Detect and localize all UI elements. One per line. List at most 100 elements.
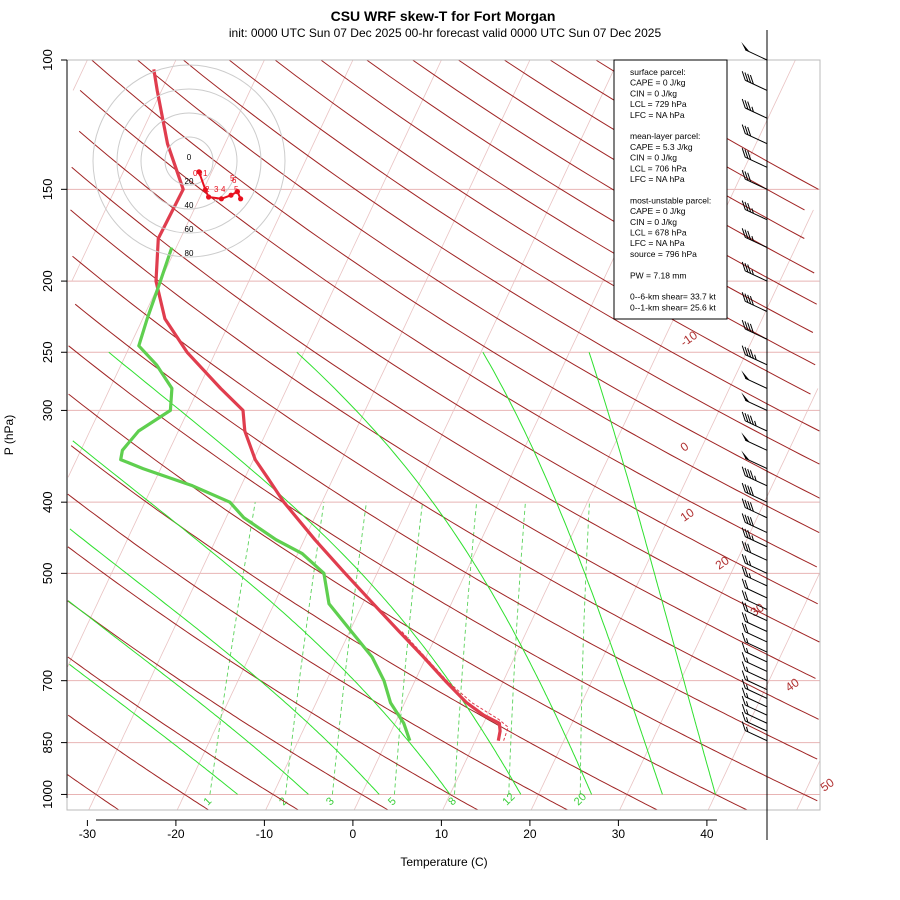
wind-barb-half	[748, 573, 752, 579]
wind-barb-full	[741, 578, 746, 588]
wind-barb-staff	[745, 133, 768, 145]
info-line: LCL = 706 hPa	[630, 163, 687, 173]
info-line: most-unstable parcel:	[630, 195, 711, 205]
moist-adiabat-lines	[67, 351, 716, 795]
wind-barb-half	[745, 709, 749, 715]
wind-barb-staff	[745, 49, 768, 61]
wind-barb-half	[745, 666, 749, 672]
wind-barb-full	[747, 322, 752, 332]
hodograph-ring-label: 0	[187, 153, 192, 162]
wind-barb-flag	[741, 370, 750, 381]
mixing-ratio-line	[579, 502, 590, 795]
wind-barb-full	[741, 498, 746, 508]
wind-barb-half	[751, 235, 754, 242]
isotherm-line	[353, 59, 708, 811]
wind-barb-full	[741, 292, 746, 302]
mixing-ratio-line	[285, 502, 325, 795]
wind-barb-staff	[745, 236, 768, 248]
y-tick-label: 200	[40, 270, 55, 292]
hodograph-ring-label: 80	[185, 249, 194, 258]
wind-barb-staff	[745, 328, 768, 340]
wind-barb-half	[745, 657, 749, 663]
sounding-profiles	[119, 69, 509, 742]
isotherm-line	[72, 59, 88, 91]
wind-barb-full	[747, 264, 752, 274]
wind-barb-full	[741, 482, 746, 493]
wind-barb-staff	[745, 377, 768, 389]
isotherm-line	[619, 388, 819, 811]
hodograph-point-label: 0	[193, 169, 198, 178]
mixing-ratio-line	[209, 502, 256, 795]
wind-barb-half	[751, 106, 754, 112]
wind-barb-half	[745, 638, 749, 644]
dry-adiabat	[67, 546, 479, 811]
info-box-border	[613, 59, 728, 320]
y-tick-label: 1000	[40, 780, 55, 809]
wind-barb-staff	[745, 549, 768, 561]
wind-barb-full	[749, 470, 754, 480]
hodograph-point-label: 5	[234, 185, 239, 194]
wind-barb-staff	[745, 651, 768, 663]
wind-barb-full	[741, 590, 746, 600]
wind-barb-full	[747, 469, 752, 479]
info-line: surface parcel:	[630, 67, 686, 77]
wind-barb-full	[744, 579, 749, 590]
wind-barb-full	[741, 661, 746, 671]
wind-barbs	[741, 41, 768, 742]
y-axis-label: P (hPa)	[2, 415, 16, 455]
wind-barb-full	[747, 294, 752, 305]
dry-adiabat	[366, 59, 814, 333]
wind-barb-full	[744, 263, 749, 273]
wind-barb-full	[741, 566, 746, 576]
wind-barb-full	[741, 711, 746, 722]
wind-barb-full	[744, 125, 749, 135]
moist-adiabat	[72, 440, 451, 795]
isotherm-line	[530, 209, 814, 811]
hodograph-point-label: 4	[221, 185, 226, 194]
wind-barb-full	[744, 528, 749, 539]
wind-barb-full	[744, 613, 749, 623]
info-line: CIN = 0 J/kg	[630, 88, 677, 98]
dry-adiabat	[71, 166, 820, 643]
wind-barb-half	[751, 208, 754, 214]
wind-barb-full	[747, 230, 752, 241]
info-line: mean-layer parcel:	[630, 131, 700, 141]
wind-barb-full	[741, 98, 746, 109]
y-tick-label: 700	[40, 670, 55, 692]
wind-barb-full	[744, 467, 749, 478]
wind-barb-full	[747, 529, 752, 540]
mixing-ratio-lines: 1 2 3 5 8 12 20	[202, 502, 590, 808]
isotherm-label: -10	[678, 328, 701, 350]
info-line: LCL = 729 hPa	[630, 99, 687, 109]
hodograph-point	[206, 194, 212, 200]
wind-barb-half	[745, 647, 749, 654]
wind-barb-full	[744, 72, 749, 82]
hodograph-ring-label: 60	[185, 225, 194, 234]
hodograph-point	[218, 196, 224, 202]
wind-barb-half	[754, 475, 757, 481]
wind-barb-staff	[745, 439, 768, 451]
moist-adiabat	[296, 351, 593, 795]
mixing-ratio-label: 20	[572, 791, 589, 808]
dry-adiabat	[70, 445, 658, 811]
moist-adiabat	[69, 663, 238, 795]
dry-adiabat	[67, 774, 120, 811]
y-tick-label: 100	[40, 49, 55, 71]
wind-barb-full	[749, 415, 754, 425]
hodograph-point-label: 5	[230, 174, 235, 183]
wind-barb-full	[747, 73, 752, 83]
wind-barb-half	[745, 701, 749, 707]
wind-barb-full	[741, 541, 746, 551]
x-axis-label: Temperature (C)	[400, 855, 487, 869]
wind-barb-full	[744, 229, 749, 239]
wind-barb-full	[741, 513, 746, 523]
x-tick-label: 0	[350, 827, 357, 841]
hodograph-point	[238, 196, 244, 202]
wind-barb-full	[744, 591, 749, 601]
mixing-ratio-label: 2	[277, 795, 290, 808]
wind-barb-staff	[745, 631, 768, 643]
dry-adiabat	[67, 493, 568, 811]
hodograph-point-label: 0	[198, 169, 203, 178]
